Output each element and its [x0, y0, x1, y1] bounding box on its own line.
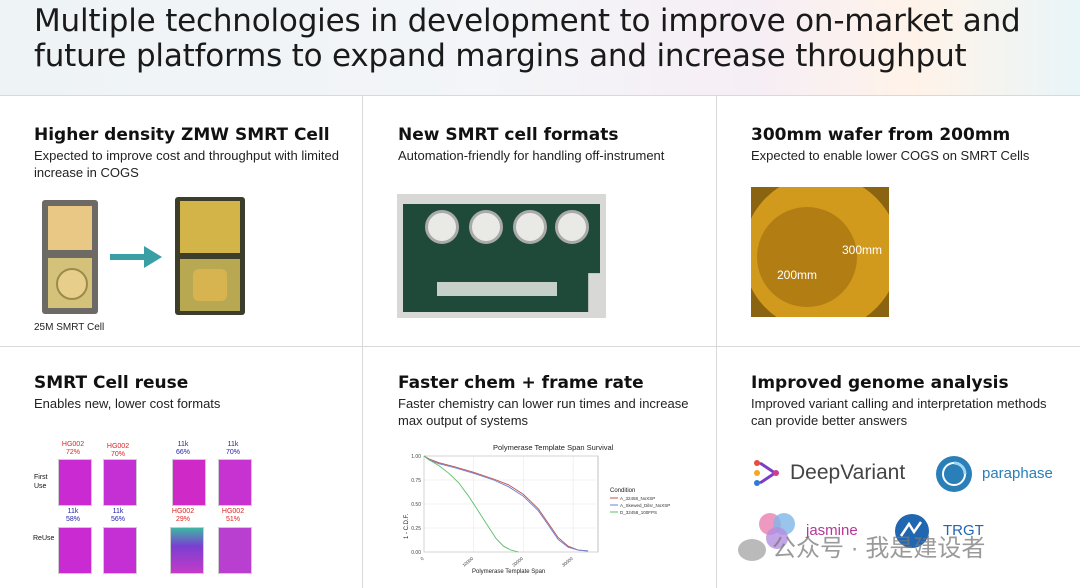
- panel-faster-chem: Faster chem + frame rate Faster chemistr…: [398, 373, 698, 429]
- panel-description: Expected to enable lower COGS on SMRT Ce…: [751, 148, 1030, 163]
- legend-label: A_32458_NoXSP: [620, 496, 655, 501]
- panel-title: New SMRT cell formats: [398, 125, 619, 145]
- x-tick-label: 10000: [462, 556, 475, 568]
- heatmap: [58, 527, 92, 574]
- panel-title: Faster chem + frame rate: [398, 373, 644, 393]
- divider: [716, 95, 717, 588]
- y-tick-label: 0.25: [411, 526, 421, 532]
- survival-chart: Polymerase Template Span Survival 1 - C.…: [404, 443, 670, 575]
- heatmap: [172, 459, 206, 506]
- series-line: [423, 455, 589, 552]
- legend-label: D_32458_100FPS: [620, 510, 657, 515]
- wafer-label-300mm: 300mm: [842, 243, 883, 257]
- panel-title: SMRT Cell reuse: [34, 373, 189, 393]
- panel-title: 300mm wafer from 200mm: [751, 125, 1011, 145]
- paraphase-logo: paraphase: [982, 465, 1053, 482]
- legend-title: Condition: [610, 488, 635, 494]
- high-density-chip-photo: [175, 197, 245, 315]
- wafer-photo: [751, 187, 889, 317]
- wechat-icon: [738, 538, 766, 561]
- heatmap-label: HG002 51%: [221, 508, 245, 523]
- panel-description: Improved variant calling and interpretat…: [751, 396, 1047, 428]
- y-tick-label: 0.00: [411, 550, 421, 556]
- heatmap: [218, 459, 252, 506]
- trgt-logo: TRGT: [943, 522, 984, 539]
- heatmap: [170, 527, 204, 574]
- chip-caption: 25M SMRT Cell: [34, 322, 105, 333]
- panel-higher-density: Higher density ZMW SMRT Cell Expected to…: [34, 125, 354, 181]
- heatmap-label: 11k 56%: [110, 508, 125, 523]
- y-tick-label: 0.50: [411, 502, 421, 508]
- smrt-cell-chip-photo: [42, 200, 98, 314]
- panel-wafer: 300mm wafer from 200mm Expected to enabl…: [751, 125, 1071, 164]
- heatmap-label: 11k 58%: [65, 508, 80, 523]
- panel-description: Automation-friendly for handling off-ins…: [398, 148, 665, 163]
- watermark: 公众号 · 我是建设者: [738, 528, 985, 563]
- row-label-first-use: First Use: [34, 474, 48, 490]
- heatmap-label: 11k 66%: [175, 441, 190, 456]
- paraphase-logo-icon: [936, 456, 972, 492]
- slide-title: Multiple technologies in development to …: [34, 3, 1021, 74]
- jasmine-logo-icon: [759, 513, 795, 549]
- row-label-reuse: ReUse: [33, 535, 55, 542]
- heatmap-label: HG002 72%: [61, 441, 85, 456]
- panel-description: Enables new, lower cost formats: [34, 396, 221, 411]
- panel-description: Faster chemistry can lower run times and…: [398, 396, 689, 428]
- y-tick-label: 0.75: [411, 478, 421, 484]
- divider: [0, 95, 1080, 96]
- series-line: [423, 455, 519, 553]
- wafer-label-200mm: 200mm: [777, 268, 818, 282]
- heatmap-label: 11k 70%: [225, 441, 240, 456]
- heatmap-label: HG002 70%: [106, 443, 130, 458]
- x-tick-label: 30000: [561, 556, 574, 568]
- y-tick-label: 1.00: [411, 454, 421, 460]
- smrt-cell-format-board-photo: [397, 194, 606, 318]
- title-banner: [0, 0, 1080, 95]
- panel-reuse: SMRT Cell reuse Enables new, lower cost …: [34, 373, 354, 412]
- x-tick-label: 0: [420, 556, 426, 562]
- y-axis-label: 1 - C.D.F.: [404, 513, 410, 539]
- heatmap-label: HG002 29%: [171, 508, 195, 523]
- panel-title: Improved genome analysis: [751, 373, 1009, 393]
- divider: [0, 346, 1080, 347]
- legend-label: A_Skewed_Dilsr_NoXSP: [620, 503, 670, 508]
- jasmine-logo: jasmine: [806, 522, 858, 539]
- heatmap: [218, 527, 252, 574]
- heatmap: [103, 527, 137, 574]
- trgt-logo-icon: [895, 514, 929, 548]
- series-line: [423, 455, 589, 552]
- panel-new-formats: New SMRT cell formats Automation-friendl…: [398, 125, 698, 164]
- chart-title: Polymerase Template Span Survival: [493, 443, 614, 452]
- panel-title: Higher density ZMW SMRT Cell: [34, 125, 330, 145]
- heatmap: [103, 459, 137, 506]
- panel-genome-analysis: Improved genome analysis Improved varian…: [751, 373, 1071, 429]
- heatmap: [58, 459, 92, 506]
- divider: [362, 95, 363, 588]
- arrow-right-icon: [110, 246, 162, 268]
- x-axis-label: Polymerase Template Span: [472, 569, 545, 575]
- panel-description: Expected to improve cost and throughput …: [34, 148, 339, 180]
- deepvariant-logo-icon: [754, 460, 779, 486]
- x-tick-label: 20000: [511, 556, 524, 568]
- deepvariant-logo: DeepVariant: [790, 461, 906, 484]
